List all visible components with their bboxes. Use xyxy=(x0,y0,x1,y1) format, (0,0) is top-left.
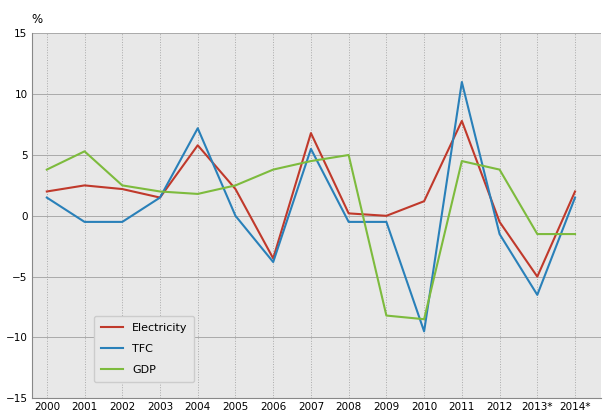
Electricity xyxy=(232,186,239,191)
Text: %: % xyxy=(32,13,43,26)
Line: TFC: TFC xyxy=(47,82,575,331)
GDP xyxy=(270,167,277,172)
GDP xyxy=(571,232,578,237)
Electricity xyxy=(307,130,314,135)
GDP xyxy=(496,167,503,172)
TFC xyxy=(458,79,466,84)
GDP xyxy=(232,183,239,188)
Electricity xyxy=(534,274,541,279)
GDP xyxy=(458,158,466,163)
GDP xyxy=(307,158,314,163)
Electricity xyxy=(383,213,390,218)
TFC xyxy=(307,146,314,151)
Electricity xyxy=(194,143,202,148)
GDP xyxy=(194,191,202,196)
TFC xyxy=(421,329,428,334)
Electricity xyxy=(345,211,352,216)
TFC xyxy=(43,195,50,200)
TFC xyxy=(157,195,164,200)
GDP xyxy=(345,153,352,158)
GDP xyxy=(383,313,390,318)
TFC xyxy=(118,219,126,224)
Legend: Electricity, TFC, GDP: Electricity, TFC, GDP xyxy=(94,316,194,382)
TFC xyxy=(496,232,503,237)
TFC xyxy=(270,260,277,265)
Electricity xyxy=(43,189,50,194)
Line: Electricity: Electricity xyxy=(47,121,575,277)
Electricity xyxy=(496,219,503,224)
GDP xyxy=(81,149,88,154)
TFC xyxy=(232,213,239,218)
GDP xyxy=(43,167,50,172)
Electricity xyxy=(421,199,428,204)
Electricity xyxy=(458,118,466,123)
TFC xyxy=(534,292,541,297)
TFC xyxy=(81,219,88,224)
TFC xyxy=(383,219,390,224)
GDP xyxy=(157,189,164,194)
Line: GDP: GDP xyxy=(47,151,575,319)
TFC xyxy=(571,195,578,200)
Electricity xyxy=(157,195,164,200)
GDP xyxy=(534,232,541,237)
Electricity xyxy=(571,189,578,194)
GDP xyxy=(421,317,428,322)
Electricity xyxy=(118,186,126,191)
TFC xyxy=(194,126,202,131)
GDP xyxy=(118,183,126,188)
Electricity xyxy=(270,256,277,261)
Electricity xyxy=(81,183,88,188)
TFC xyxy=(345,219,352,224)
